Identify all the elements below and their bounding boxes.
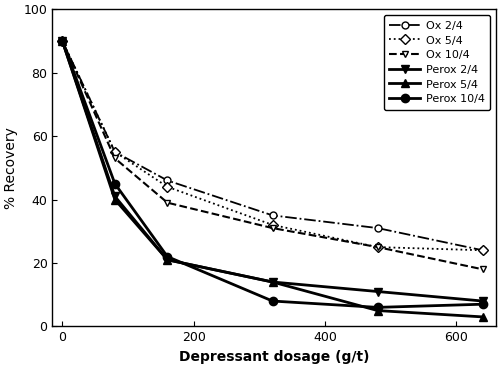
Legend: Ox 2/4, Ox 5/4, Ox 10/4, Perox 2/4, Perox 5/4, Perox 10/4: Ox 2/4, Ox 5/4, Ox 10/4, Perox 2/4, Pero… bbox=[384, 15, 490, 110]
Y-axis label: % Recovery: % Recovery bbox=[4, 127, 18, 209]
Ox 2/4 bbox=[480, 248, 486, 252]
Perox 5/4 bbox=[164, 258, 170, 262]
Perox 5/4 bbox=[374, 308, 380, 313]
Line: Ox 2/4: Ox 2/4 bbox=[59, 38, 486, 254]
Ox 10/4 bbox=[480, 267, 486, 272]
Perox 10/4 bbox=[374, 305, 380, 309]
Perox 10/4 bbox=[270, 299, 276, 303]
Line: Perox 5/4: Perox 5/4 bbox=[58, 37, 487, 321]
Line: Ox 10/4: Ox 10/4 bbox=[59, 38, 486, 273]
Ox 2/4 bbox=[60, 39, 66, 43]
Perox 2/4 bbox=[270, 280, 276, 284]
Perox 2/4 bbox=[60, 39, 66, 43]
Ox 10/4 bbox=[60, 39, 66, 43]
Ox 5/4 bbox=[270, 223, 276, 227]
Ox 5/4 bbox=[60, 39, 66, 43]
Perox 5/4 bbox=[270, 280, 276, 284]
Perox 10/4 bbox=[480, 302, 486, 307]
Perox 10/4 bbox=[164, 254, 170, 259]
Line: Perox 10/4: Perox 10/4 bbox=[58, 37, 487, 312]
Ox 2/4 bbox=[270, 213, 276, 217]
Ox 2/4 bbox=[112, 150, 118, 154]
Ox 10/4 bbox=[374, 245, 380, 249]
Ox 10/4 bbox=[112, 156, 118, 160]
Ox 10/4 bbox=[164, 201, 170, 205]
Perox 2/4 bbox=[480, 299, 486, 303]
Perox 5/4 bbox=[480, 315, 486, 319]
Perox 2/4 bbox=[164, 258, 170, 262]
Perox 10/4 bbox=[60, 39, 66, 43]
Line: Perox 2/4: Perox 2/4 bbox=[58, 37, 487, 305]
Perox 5/4 bbox=[112, 197, 118, 202]
Line: Ox 5/4: Ox 5/4 bbox=[59, 38, 486, 254]
Ox 2/4 bbox=[374, 226, 380, 230]
Ox 5/4 bbox=[480, 248, 486, 252]
Ox 5/4 bbox=[374, 245, 380, 249]
Ox 10/4 bbox=[270, 226, 276, 230]
Perox 2/4 bbox=[112, 194, 118, 199]
Ox 5/4 bbox=[164, 185, 170, 189]
Perox 2/4 bbox=[374, 289, 380, 294]
X-axis label: Depressant dosage (g/t): Depressant dosage (g/t) bbox=[179, 350, 370, 364]
Ox 5/4 bbox=[112, 150, 118, 154]
Ox 2/4 bbox=[164, 178, 170, 183]
Perox 10/4 bbox=[112, 181, 118, 186]
Perox 5/4 bbox=[60, 39, 66, 43]
